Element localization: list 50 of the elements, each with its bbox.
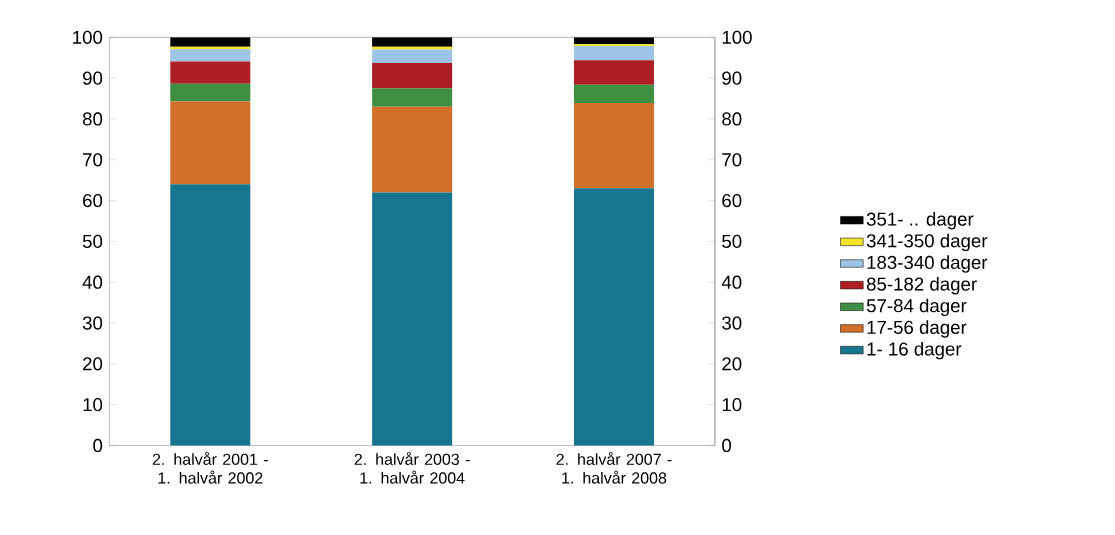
- y2-tick-label: 50: [722, 234, 742, 249]
- legend-label: 351- .. dager: [866, 212, 974, 230]
- y2-tick-label: 30: [722, 316, 742, 330]
- bar: [573, 84, 654, 104]
- bar: [372, 192, 453, 446]
- bar: [170, 49, 251, 62]
- y2-tick-label: 80: [722, 112, 742, 126]
- y2-tick-label: 90: [722, 71, 742, 85]
- y2-tick-label: 60: [722, 194, 742, 208]
- legend-label: 341-350 dager: [866, 233, 988, 252]
- y-tick-label: 10: [83, 398, 103, 412]
- legend-label: 17-56 dager: [867, 320, 967, 338]
- bar: [372, 63, 453, 89]
- bar: [372, 106, 453, 193]
- bar: [372, 37, 453, 47]
- bar: [170, 184, 251, 446]
- bar: [372, 49, 453, 64]
- y-tick-label: 90: [83, 71, 103, 85]
- bar: [573, 46, 654, 61]
- legend-label: 57-84 dager: [866, 298, 967, 317]
- y-tick-label: 30: [82, 316, 103, 330]
- y-tick-label: 70: [83, 153, 103, 167]
- bar: [170, 83, 251, 102]
- y2-tick-label: 0: [722, 438, 732, 453]
- bar: [573, 103, 654, 189]
- bar: [573, 188, 654, 446]
- bar: [170, 37, 251, 47]
- y-tick-label: 50: [82, 234, 103, 249]
- legend-label: 85-182 dager: [866, 277, 977, 295]
- y-tick-label: 20: [83, 357, 103, 371]
- y-tick-label: 40: [82, 275, 103, 289]
- legend-label: 183-340 dager: [867, 255, 988, 273]
- legend-label: 1- 16 dager: [867, 342, 962, 360]
- x-tick-label: 2. halvår 2003 - 1. halvår 2004: [354, 452, 470, 484]
- bar: [372, 46, 453, 50]
- x-tick-label: 2. halvår 2007 - 1. halvår 2008: [556, 452, 672, 484]
- y2-tick-label: 20: [722, 357, 742, 371]
- y-tick-label: 80: [82, 112, 103, 126]
- bar: [170, 101, 251, 185]
- y2-tick-label: 10: [722, 398, 742, 412]
- y2-tick-label: 40: [721, 275, 742, 289]
- y2-tick-label: 70: [722, 153, 742, 167]
- bar: [372, 88, 453, 107]
- bar: [170, 61, 251, 84]
- y-tick-label: 100: [73, 30, 103, 45]
- y-tick-label: 60: [83, 194, 103, 208]
- y-tick-label: 0: [93, 438, 103, 453]
- y2-tick-label: 100: [722, 30, 752, 45]
- bar: [573, 60, 654, 85]
- x-tick-label: 2. halvår 2001 - 1. halvår 2002: [152, 452, 268, 484]
